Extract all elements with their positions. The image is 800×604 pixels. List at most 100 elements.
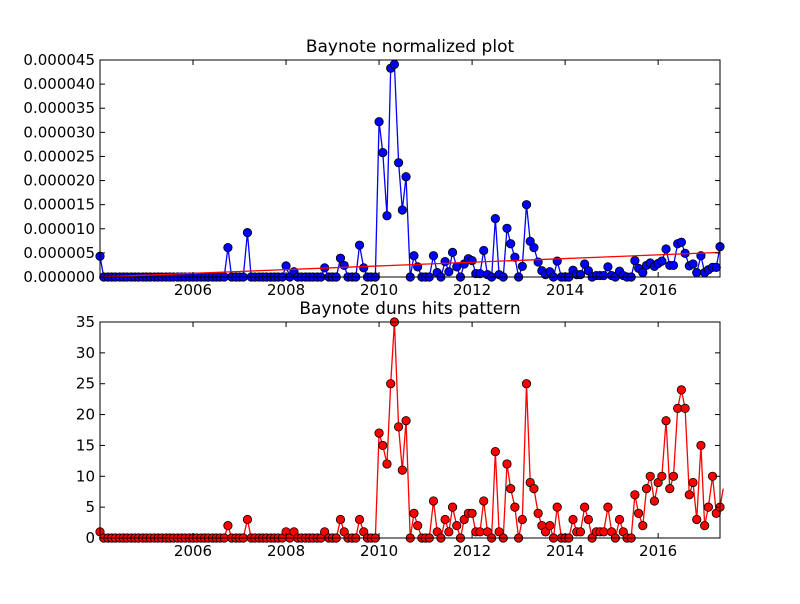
duns-hits-plot-point xyxy=(568,514,578,525)
duns-hits-plot-point xyxy=(223,521,233,531)
duns-hits-plot-y-tick-label: 20 xyxy=(76,406,95,424)
normalized-plot-point xyxy=(223,242,233,253)
normalized-plot-point xyxy=(711,262,721,272)
normalized-plot-point xyxy=(359,263,369,273)
normalized-plot-y-tick-label: 0.000020 xyxy=(23,172,95,190)
duns-hits-plot-point xyxy=(688,477,698,488)
duns-hits-plot-point xyxy=(575,527,586,537)
normalized-plot-point xyxy=(447,247,458,258)
duns-hits-plot-point xyxy=(692,514,702,525)
normalized-plot-point xyxy=(409,251,419,261)
normalized-plot-point xyxy=(692,268,702,278)
duns-hits-plot-point xyxy=(703,502,713,512)
normalized-plot-point xyxy=(506,239,516,249)
duns-hits-plot-point xyxy=(242,514,253,525)
normalized-plot-point xyxy=(382,211,392,221)
normalized-plot-x-tick-label: 2006 xyxy=(174,281,212,299)
duns-hits-plot-point xyxy=(668,471,679,481)
duns-hits-plot-point xyxy=(649,496,660,506)
normalized-plot-y-tick-label: 0.000035 xyxy=(23,99,95,117)
normalized-plot-x-tick-label: 2008 xyxy=(267,281,305,299)
duns-hits-plot-point xyxy=(409,508,419,518)
normalized-plot-point xyxy=(242,228,253,238)
normalized-plot-point xyxy=(630,255,640,266)
duns-hits-plot-point xyxy=(401,416,411,426)
duns-hits-plot: Baynote duns hits pattern 2006 2008 2010 20… xyxy=(76,299,725,560)
normalized-plot-point xyxy=(657,256,667,266)
duns-hits-plot-point xyxy=(599,527,609,537)
normalized-plot-point xyxy=(401,172,411,182)
duns-hits-plot-point xyxy=(386,379,396,389)
duns-hits-plot-point xyxy=(354,514,365,525)
duns-hits-plot-point xyxy=(696,440,706,451)
normalized-plot-point xyxy=(397,205,407,215)
normalized-plot-point xyxy=(502,223,512,233)
duns-hits-plot-point xyxy=(440,514,450,525)
duns-hits-plot-point xyxy=(700,521,710,531)
normalized-plot-y-tick-label: 0.000010 xyxy=(23,220,95,238)
normalized-plot-point xyxy=(517,261,527,271)
duns-hits-plot-point xyxy=(552,502,562,512)
normalized-plot-x-tick-label: 2010 xyxy=(360,281,398,299)
duns-hits-plot-point xyxy=(529,484,539,494)
duns-hits-plot-point xyxy=(393,422,404,432)
normalized-plot-point xyxy=(529,242,539,253)
normalized-plot-x-tick-label: 2014 xyxy=(546,281,584,299)
normalized-plot-point xyxy=(521,200,532,210)
duns-hits-plot-point xyxy=(645,471,655,481)
duns-hits-plot-point xyxy=(630,490,640,500)
normalized-plot-point xyxy=(440,256,450,267)
duns-hits-plot-point xyxy=(413,521,423,531)
duns-hits-plot-point xyxy=(533,508,543,518)
duns-hits-plot-point xyxy=(382,459,392,469)
normalized-plot-point xyxy=(354,240,365,250)
duns-hits-plot-point xyxy=(428,496,439,506)
duns-hits-plot-point xyxy=(521,379,532,389)
duns-hits-plot-point xyxy=(502,459,512,469)
normalized-plot-point xyxy=(281,261,291,271)
normalized-plot-point xyxy=(339,260,349,271)
duns-hits-plot-point xyxy=(517,514,527,525)
duns-hits-plot-y-tick-label: 10 xyxy=(76,467,95,485)
normalized-plot-point xyxy=(479,245,489,256)
normalized-plot-point xyxy=(389,59,400,69)
duns-hits-plot-point xyxy=(444,527,454,537)
duns-hits-plot-point xyxy=(614,514,625,525)
duns-hits-plot-point xyxy=(603,502,613,512)
duns-hits-plot-point xyxy=(665,484,675,494)
duns-hits-plot-point xyxy=(545,521,555,531)
duns-hits-plot-y-tick-label: 30 xyxy=(76,344,95,362)
normalized-plot-trend-line xyxy=(99,251,721,278)
normalized-plot-point xyxy=(444,267,454,277)
normalized-plot-y-tick-label: 0.000015 xyxy=(23,196,95,214)
duns-hits-plot-point xyxy=(583,514,593,525)
duns-hits-plot-point xyxy=(374,428,384,438)
duns-hits-plot-point xyxy=(397,465,407,475)
duns-hits-plot-y-tick-label: 5 xyxy=(85,498,95,516)
normalized-plot-frame xyxy=(99,59,721,278)
duns-hits-plot-point xyxy=(676,385,687,395)
normalized-plot-point xyxy=(688,259,698,269)
duns-hits-plot-point xyxy=(510,502,520,512)
duns-hits-plot-x-tick-label: 2016 xyxy=(639,542,677,560)
duns-hits-plot-frame xyxy=(99,321,721,539)
duns-hits-plot-point xyxy=(657,471,667,481)
duns-hits-plot-y-tick-label: 35 xyxy=(76,313,95,331)
normalized-plot-point xyxy=(467,255,477,266)
normalized-plot-point xyxy=(603,262,613,272)
duns-hits-plot-point xyxy=(684,490,694,500)
normalized-plot-axes: 2006 2008 2010 2012 2014 2016 0.000000 0.000005… xyxy=(23,51,720,299)
normalized-plot-y-tick-label: 0.000005 xyxy=(23,244,95,262)
normalized-plot-title: Baynote normalized plot xyxy=(306,37,515,57)
normalized-plot-point xyxy=(510,252,520,262)
duns-hits-plot-point xyxy=(638,521,648,531)
duns-hits-plot-x-tick-label: 2008 xyxy=(267,542,305,560)
normalized-plot-point xyxy=(335,253,346,263)
duns-hits-plot-point xyxy=(633,508,644,518)
duns-hits-plot-y-tick-label: 25 xyxy=(76,375,95,393)
duns-hits-plot-point xyxy=(490,446,500,457)
normalized-plot-y-tick-label: 0.000030 xyxy=(23,123,95,141)
duns-hits-plot-axes: 2006 2008 2010 2012 2014 2016 0 5 10 15 20 25 30 35 xyxy=(76,313,720,560)
duns-hits-plot-y-tick-label: 15 xyxy=(76,436,95,454)
